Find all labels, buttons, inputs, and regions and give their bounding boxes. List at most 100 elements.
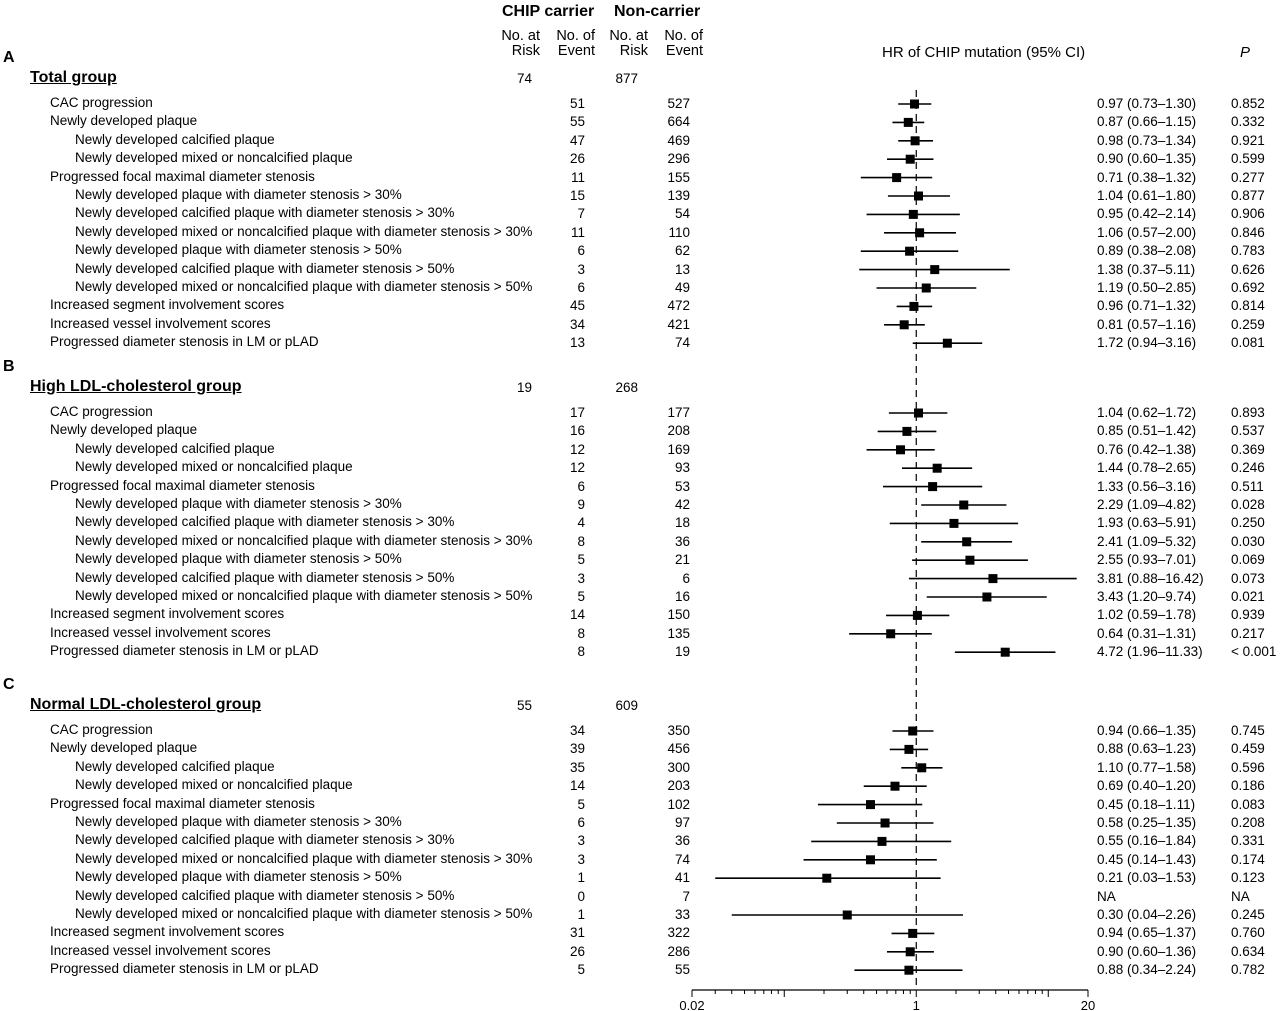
row-label: Increased vessel involvement scores	[50, 624, 271, 640]
p-value: < 0.001	[1231, 644, 1277, 660]
p-value: 0.331	[1231, 833, 1265, 849]
carrier-events: 13	[569, 335, 585, 351]
hr-column-header: HR of CHIP mutation (95% CI)	[882, 44, 1086, 61]
hr-ci-value: 0.58 (0.25–1.35)	[1097, 815, 1197, 830]
noncarrier-events: 62	[674, 243, 690, 259]
hr-point	[905, 154, 915, 164]
carrier-at-risk: 19	[516, 380, 532, 395]
hr-point	[921, 283, 931, 293]
noncarrier-events: 41	[674, 870, 690, 886]
hr-ci-value: 1.10 (0.77–1.58)	[1097, 759, 1197, 775]
hr-point	[908, 928, 918, 938]
hr-point	[942, 338, 952, 348]
hr-ci-value: 0.90 (0.60–1.36)	[1097, 943, 1197, 959]
noncarrier-events: 300	[667, 759, 690, 775]
hr-point	[914, 191, 924, 201]
p-value: 0.208	[1231, 815, 1265, 830]
hr-ci-value: 1.06 (0.57–2.00)	[1097, 224, 1197, 240]
chip-carrier-header: CHIP carrier	[502, 3, 595, 20]
row-label: Newly developed mixed or noncalcified pl…	[75, 588, 533, 603]
row-label: Progressed focal maximal diameter stenos…	[50, 795, 315, 811]
p-value: 0.783	[1231, 243, 1265, 259]
hr-ci-value: 0.97 (0.73–1.30)	[1097, 96, 1197, 111]
noncarrier-events: 36	[674, 533, 690, 549]
row-label: Newly developed calcified plaque	[75, 440, 275, 456]
x-tick-label: 0.02	[679, 998, 704, 1011]
p-value: 0.760	[1231, 925, 1265, 941]
carrier-events: 9	[577, 497, 585, 512]
p-value: 0.073	[1231, 570, 1265, 586]
hr-point	[865, 855, 875, 865]
group-title: Total group	[30, 69, 117, 86]
hr-point	[892, 173, 902, 183]
carrier-events: 16	[569, 423, 585, 439]
carrier-events: 34	[569, 316, 585, 332]
p-value: 0.459	[1231, 741, 1265, 757]
p-value: 0.814	[1231, 298, 1265, 314]
row-label: Progressed focal maximal diameter stenos…	[50, 477, 315, 493]
x-tick-label: 20	[1081, 998, 1095, 1011]
noncarrier-events: 74	[674, 335, 690, 351]
p-value: 0.277	[1231, 169, 1265, 185]
row-label: Newly developed mixed or noncalcified pl…	[75, 223, 533, 239]
carrier-no-of-event-header: No. of Event	[556, 28, 595, 59]
carrier-events: 7	[577, 206, 585, 222]
carrier-events: 1	[577, 870, 585, 886]
hr-point	[890, 781, 900, 791]
carrier-events: 11	[570, 224, 585, 240]
noncarrier-events: 110	[668, 224, 690, 240]
hr-ci-value: 1.72 (0.94–3.16)	[1097, 335, 1197, 351]
group-title: Normal LDL-cholesterol group	[30, 696, 262, 713]
noncarrier-events: 55	[674, 962, 690, 978]
noncarrier-events: 203	[667, 778, 690, 794]
noncarrier-events: 21	[674, 552, 690, 568]
noncarrier-events: 527	[667, 96, 690, 111]
hr-ci-value: 0.81 (0.57–1.16)	[1097, 316, 1197, 332]
row-label: Newly developed calcified plaque with di…	[75, 569, 455, 585]
carrier-events: 51	[569, 96, 585, 111]
hr-ci-value: 4.72 (1.96–11.33)	[1097, 644, 1203, 660]
hr-ci-value: 2.29 (1.09–4.82)	[1097, 497, 1197, 512]
hr-point	[959, 500, 969, 510]
row-label: Increased vessel involvement scores	[50, 942, 271, 958]
group-title: High LDL-cholesterol group	[30, 378, 242, 395]
carrier-events: 5	[577, 552, 585, 568]
row-label: Newly developed plaque with diameter ste…	[75, 187, 402, 202]
p-value: 0.030	[1231, 533, 1265, 549]
hr-ci-value: 1.04 (0.62–1.72)	[1097, 405, 1197, 420]
hr-point	[822, 873, 832, 883]
hr-point	[905, 947, 915, 957]
panel-letter: C	[3, 676, 15, 693]
carrier-events: 8	[577, 533, 585, 549]
hr-point	[842, 910, 852, 920]
row-label: Increased segment involvement scores	[50, 924, 285, 940]
noncarrier-events: 33	[674, 907, 690, 922]
p-value: 0.369	[1231, 441, 1265, 457]
row-label: Increased segment involvement scores	[50, 606, 285, 622]
noncarrier-events: 16	[674, 589, 690, 604]
p-value: 0.186	[1231, 778, 1265, 794]
hr-ci-value: 0.45 (0.14–1.43)	[1097, 851, 1197, 867]
row-label: Newly developed calcified plaque with di…	[75, 887, 455, 903]
hr-point	[905, 246, 915, 256]
hr-point	[910, 99, 920, 109]
hr-point	[962, 537, 972, 547]
p-value: 0.250	[1231, 515, 1265, 531]
noncarrier-events: 664	[667, 114, 690, 130]
carrier-events: 6	[577, 280, 585, 295]
carrier-events: 3	[577, 851, 585, 867]
row-label: Newly developed mixed or noncalcified pl…	[75, 279, 533, 294]
row-label: Newly developed calcified plaque with di…	[75, 260, 455, 276]
carrier-events: 3	[577, 261, 585, 277]
hr-ci-value: 1.38 (0.37–5.11)	[1097, 261, 1196, 277]
hr-ci-value: 0.88 (0.34–2.24)	[1097, 962, 1197, 978]
row-label: Newly developed calcified plaque with di…	[75, 832, 455, 848]
noncarrier-events: 7	[682, 888, 690, 904]
hr-ci-value: 1.02 (0.59–1.78)	[1097, 607, 1197, 623]
noncarrier-events: 36	[674, 833, 690, 849]
carrier-events: 31	[569, 925, 585, 941]
carrier-events: 14	[569, 607, 585, 623]
hr-ci-value: 2.41 (1.09–5.32)	[1097, 533, 1197, 549]
p-value: 0.332	[1231, 114, 1265, 130]
